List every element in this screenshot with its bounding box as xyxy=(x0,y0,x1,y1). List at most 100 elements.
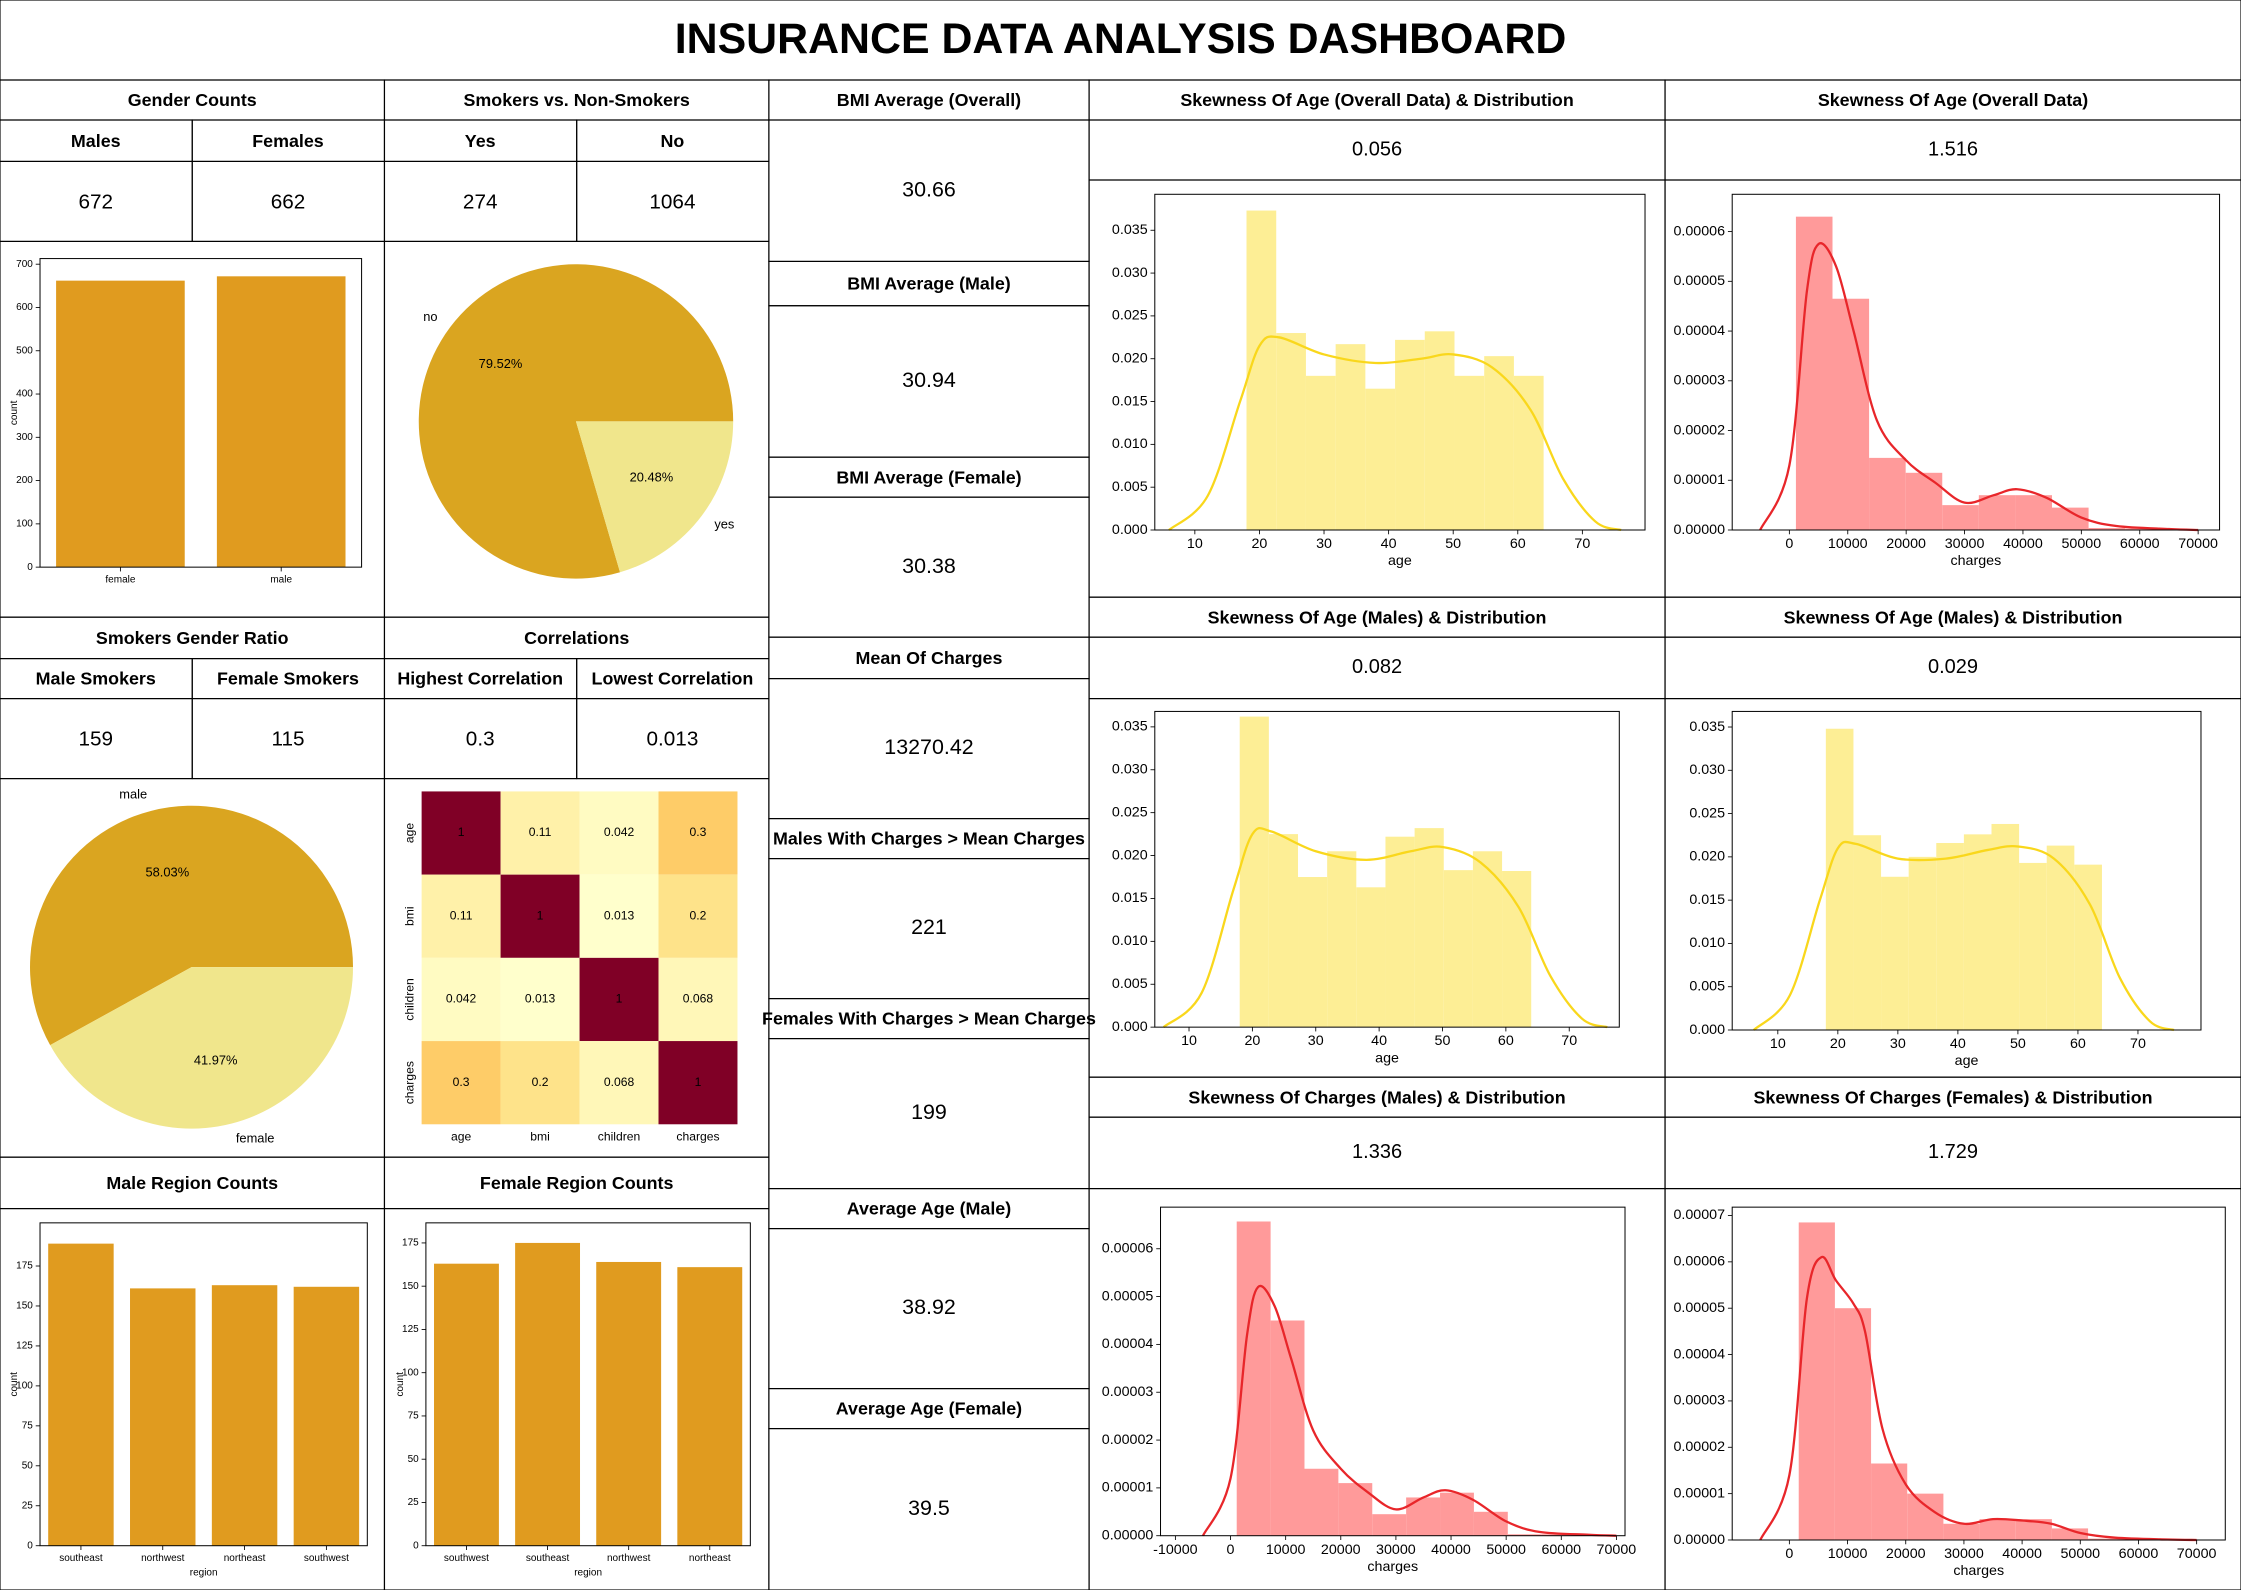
y-tick-label: 0.00003 xyxy=(1673,373,1725,389)
column-header: Lowest Correlation xyxy=(592,669,754,689)
x-axis-label: charges xyxy=(1367,1559,1418,1575)
panel-title: Female Region Counts xyxy=(480,1173,674,1193)
y-tick-label: 0.035 xyxy=(1112,222,1148,238)
heatmap-cell xyxy=(579,957,659,1042)
y-tick-label: 0.015 xyxy=(1112,393,1148,409)
x-tick-label: northwest xyxy=(141,1553,185,1564)
histogram-bar xyxy=(2088,1538,2125,1540)
histogram-bar xyxy=(1943,1523,1980,1540)
y-tick-label: 0.00004 xyxy=(1673,323,1725,339)
histogram-bar xyxy=(2074,864,2102,1030)
plot-frame xyxy=(1731,710,2202,1031)
histogram-bar xyxy=(2015,495,2053,530)
pie-slice xyxy=(50,967,354,1129)
histogram-bar xyxy=(1372,1514,1407,1536)
x-tick-label: 50 xyxy=(2010,1036,2026,1052)
y-tick-label: 300 xyxy=(16,432,33,443)
cell-border xyxy=(1664,1188,2241,1590)
kpi-title: Males With Charges > Mean Charges xyxy=(773,829,1085,849)
y-tick-label: 0.00000 xyxy=(1102,1527,1154,1543)
x-tick-label: 10 xyxy=(1187,536,1203,552)
cell-value: 0.013 xyxy=(525,992,556,1006)
histogram-bar xyxy=(1507,1534,1542,1536)
y-tick-label: 0.00006 xyxy=(1673,223,1725,239)
y-tick-label: 0.00001 xyxy=(1673,1485,1725,1501)
histogram-bar xyxy=(1834,1308,1872,1540)
column-header: Male Smokers xyxy=(36,669,156,689)
kpi-value: 0.3 xyxy=(466,727,495,750)
x-axis-label: age xyxy=(1388,553,1412,569)
kpi-value: 38.92 xyxy=(902,1295,956,1319)
histogram-bar xyxy=(1395,339,1425,530)
heatmap-cell xyxy=(500,957,580,1042)
bar xyxy=(130,1288,196,1546)
histogram-bar xyxy=(1907,1493,1944,1540)
x-tick-label: 50 xyxy=(1445,536,1461,552)
histogram-bar xyxy=(1795,216,1833,530)
kpi-title: BMI Average (Female) xyxy=(836,467,1021,487)
pie-label: yes xyxy=(714,517,734,532)
cell-value: 0.042 xyxy=(446,992,477,1006)
kpi-value: 672 xyxy=(78,190,113,213)
y-tick-label: 0.020 xyxy=(1112,350,1148,366)
y-tick-label: 0.015 xyxy=(1689,892,1725,908)
heatmap-cell xyxy=(421,957,501,1042)
bar xyxy=(293,1286,360,1546)
table-title: Smokers vs. Non-Smokers xyxy=(464,90,690,110)
y-tick-label: 0.00006 xyxy=(1102,1241,1154,1257)
y-tick-label: 0.025 xyxy=(1112,804,1148,820)
kpi-title: Mean Of Charges xyxy=(856,648,1003,668)
panel-title: Male Region Counts xyxy=(106,1173,278,1193)
kpi-value: 274 xyxy=(463,190,498,213)
kpi-value: 221 xyxy=(911,915,947,939)
y-tick-label: 0.025 xyxy=(1689,805,1725,821)
x-tick-label: 20000 xyxy=(1321,1542,1361,1558)
x-tick-label: 30000 xyxy=(1944,1546,1984,1562)
kpi-title: Females With Charges > Mean Charges xyxy=(762,1009,1096,1029)
histogram-bar xyxy=(1502,871,1532,1028)
y-tick-label: 50 xyxy=(22,1460,34,1471)
histogram-bar xyxy=(1414,828,1444,1028)
heatmap-cell xyxy=(500,791,580,875)
histogram-bar xyxy=(2046,845,2075,1030)
x-tick-label: 10000 xyxy=(1828,536,1868,552)
x-tick-label: 60 xyxy=(1498,1033,1514,1049)
y-tick-label: 0.030 xyxy=(1112,762,1148,778)
y-tick-label: 0 xyxy=(27,1540,33,1551)
y-tick-label: 0 xyxy=(27,562,33,573)
column-header: Females xyxy=(252,131,324,151)
x-tick-label: bmi xyxy=(530,1129,550,1143)
x-tick-label: 20000 xyxy=(1886,536,1926,552)
dashboard-title: INSURANCE DATA ANALYSIS DASHBOARD xyxy=(675,15,1567,63)
histogram-bar xyxy=(1963,834,1992,1030)
x-tick-label: southeast xyxy=(526,1553,570,1564)
histogram-bar xyxy=(1356,887,1386,1028)
cell-value: 0.068 xyxy=(683,992,714,1006)
heatmap-cell xyxy=(579,1041,659,1125)
y-tick-label: 0.000 xyxy=(1689,1022,1725,1038)
plot-frame xyxy=(39,1222,368,1547)
y-tick-label: 0.00005 xyxy=(1673,1300,1725,1316)
histogram-bar xyxy=(2052,507,2089,530)
bar xyxy=(434,1263,499,1546)
x-tick-label: 20 xyxy=(1244,1033,1260,1049)
y-tick-label: 200 xyxy=(16,475,33,486)
y-tick-label: 25 xyxy=(22,1500,34,1511)
heatmap-cell xyxy=(421,874,501,958)
x-tick-label: 60 xyxy=(2070,1036,2086,1052)
histogram-bar xyxy=(1385,836,1415,1028)
x-tick-label: 60000 xyxy=(2119,1546,2159,1562)
plot-frame xyxy=(1154,710,1620,1028)
histogram-bar xyxy=(1268,834,1299,1028)
column-header: Yes xyxy=(465,131,496,151)
kpi-value: 30.66 xyxy=(902,177,956,201)
y-tick-label: 75 xyxy=(408,1411,420,1422)
x-tick-label: 10000 xyxy=(1828,1546,1868,1562)
x-tick-label: 70000 xyxy=(1597,1542,1637,1558)
x-tick-label: children xyxy=(598,1129,640,1143)
kpi-title: Average Age (Female) xyxy=(836,1399,1022,1419)
y-tick-label: 0.010 xyxy=(1112,436,1148,452)
x-tick-label: northeast xyxy=(689,1553,731,1564)
x-tick-label: 0 xyxy=(1227,1542,1235,1558)
cell-value: 0.013 xyxy=(604,908,635,922)
